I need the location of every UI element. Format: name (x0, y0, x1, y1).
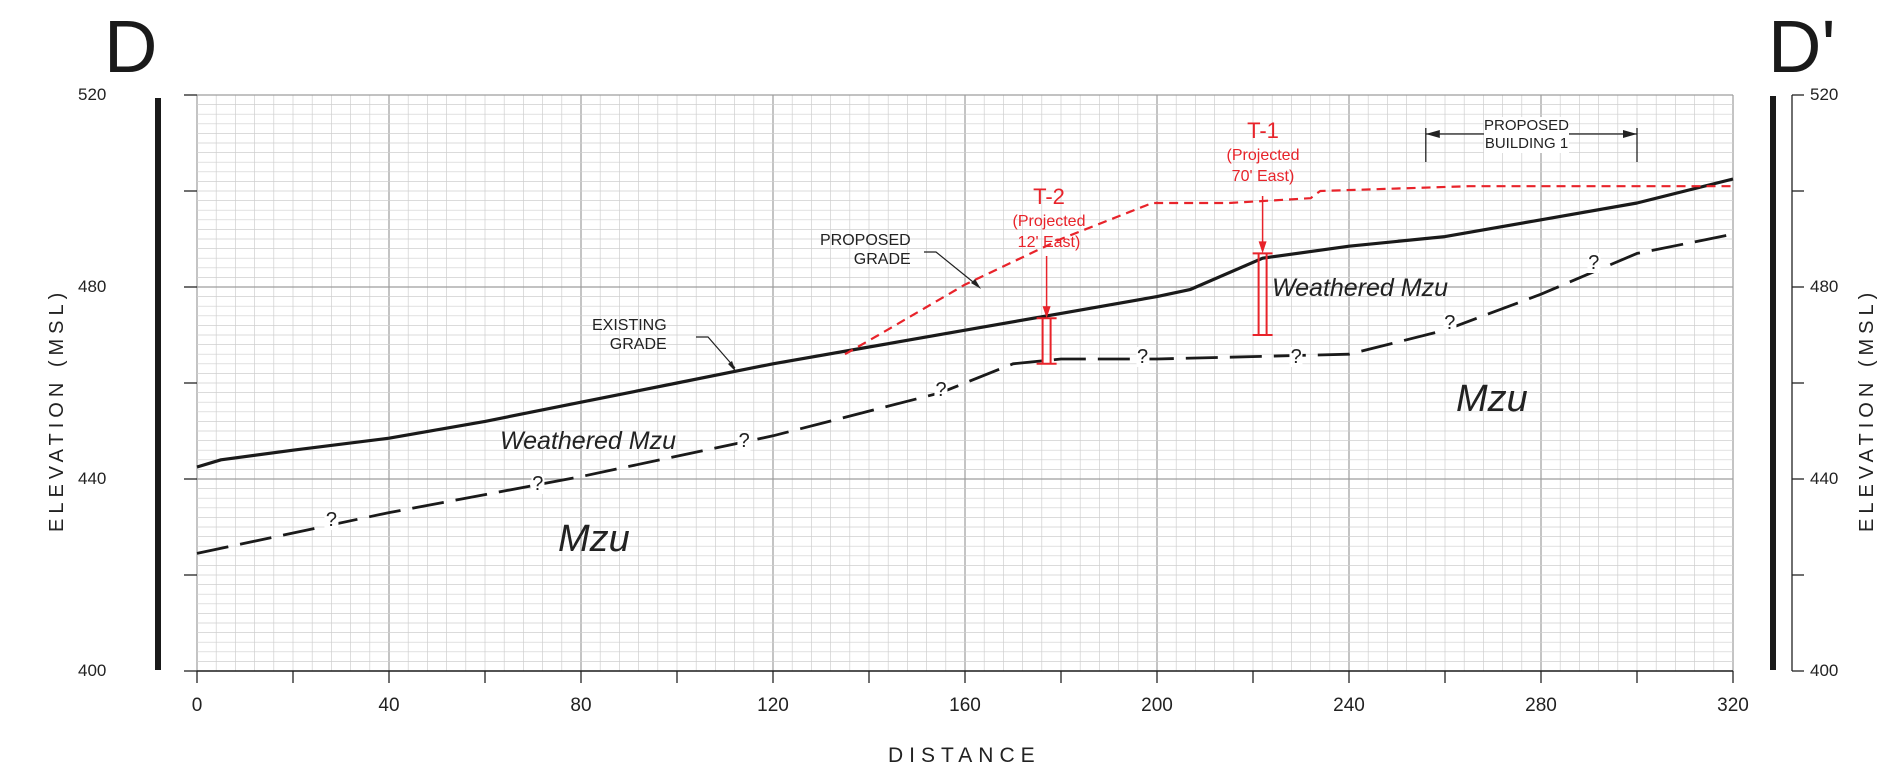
existing-grade-leader (696, 336, 736, 369)
x-tick-label: 240 (1333, 695, 1365, 716)
existing-grade-note: EXISTING GRADE (592, 317, 667, 354)
x-axis-title: DISTANCE (888, 744, 1041, 767)
x-tick-label: 40 (378, 695, 400, 716)
proposed-building-note: PROPOSED BUILDING 1 (1484, 117, 1570, 153)
boring-t1-label: T-1 (1247, 118, 1279, 143)
section-start-label: D (104, 5, 158, 88)
plot-frame (155, 94, 1804, 683)
uncertain-contact-mark: ? (1136, 345, 1150, 368)
x-tick-label: 280 (1525, 695, 1557, 716)
section-end-label: D' (1768, 5, 1836, 88)
uncertain-contact-mark: ? (934, 379, 948, 402)
boring-t1-note: (Projected 70' East) (1226, 147, 1300, 185)
profile-lines (196, 177, 1734, 555)
proposed-grade-leader (924, 251, 979, 287)
boring-t2-label: T-2 (1033, 184, 1065, 209)
mzu-label-left: Mzu (558, 518, 630, 560)
x-tick-label: 120 (757, 695, 789, 716)
mzu-label-right: Mzu (1456, 378, 1528, 420)
y-tick-label-right: 480 (1810, 277, 1839, 296)
boring-t-2 (1036, 256, 1057, 365)
y-tick-label-right: 440 (1810, 469, 1839, 488)
profile-weathered-contact (196, 232, 1734, 555)
building-arrow-right (1623, 130, 1637, 138)
profile-existing-grade (196, 177, 1734, 469)
y-tick-label-right: 520 (1810, 85, 1839, 104)
boring-arrowhead (1042, 306, 1051, 319)
existing-grade-arrowhead (728, 361, 736, 372)
y-tick-label-right: 400 (1810, 661, 1839, 680)
boring-arrowhead (1258, 241, 1267, 254)
uncertain-contact-mark: ? (1443, 312, 1457, 334)
uncertain-contact-mark: ? (1289, 345, 1303, 368)
x-tick-label: 160 (949, 695, 981, 716)
proposed-grade-note: PROPOSED GRADE (820, 232, 911, 269)
x-tick-label: 0 (191, 695, 203, 716)
x-tick-label: 80 (570, 695, 592, 716)
uncertain-contact-mark: ? (531, 472, 545, 495)
x-tick-label: 200 (1141, 695, 1173, 716)
boring-t-1 (1252, 196, 1273, 336)
profile-proposed-grade (844, 185, 1733, 356)
grid (196, 94, 1734, 672)
weathered-mzu-label-right: Weathered Mzu (1272, 274, 1449, 302)
y-tick-label-left: 480 (78, 277, 107, 296)
y-axis-title-left: ELEVATION (MSL) (46, 287, 68, 532)
weathered-mzu-label-left: Weathered Mzu (500, 427, 677, 455)
y-tick-label-left: 400 (78, 661, 107, 680)
boring-t2-note: (Projected 12' East) (1012, 213, 1086, 251)
y-tick-label-left: 440 (78, 469, 107, 488)
boring-marks (1036, 128, 1638, 365)
uncertain-contact-mark: ? (737, 429, 751, 452)
uncertain-contact-mark: ? (324, 508, 338, 531)
uncertain-contact-mark: ? (1587, 252, 1601, 274)
x-tick-label: 320 (1717, 695, 1749, 716)
proposed-grade-arrowhead (971, 279, 981, 289)
y-tick-label-left: 520 (78, 85, 107, 104)
y-axis-title-right: ELEVATION (MSL) (1856, 287, 1878, 532)
building-arrow-left (1425, 130, 1440, 138)
